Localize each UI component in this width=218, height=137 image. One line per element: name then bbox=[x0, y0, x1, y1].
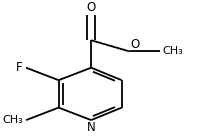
Text: F: F bbox=[16, 61, 23, 74]
Text: N: N bbox=[87, 121, 95, 134]
Text: CH₃: CH₃ bbox=[162, 46, 183, 56]
Text: CH₃: CH₃ bbox=[2, 115, 23, 125]
Text: O: O bbox=[131, 38, 140, 51]
Text: O: O bbox=[87, 1, 96, 14]
